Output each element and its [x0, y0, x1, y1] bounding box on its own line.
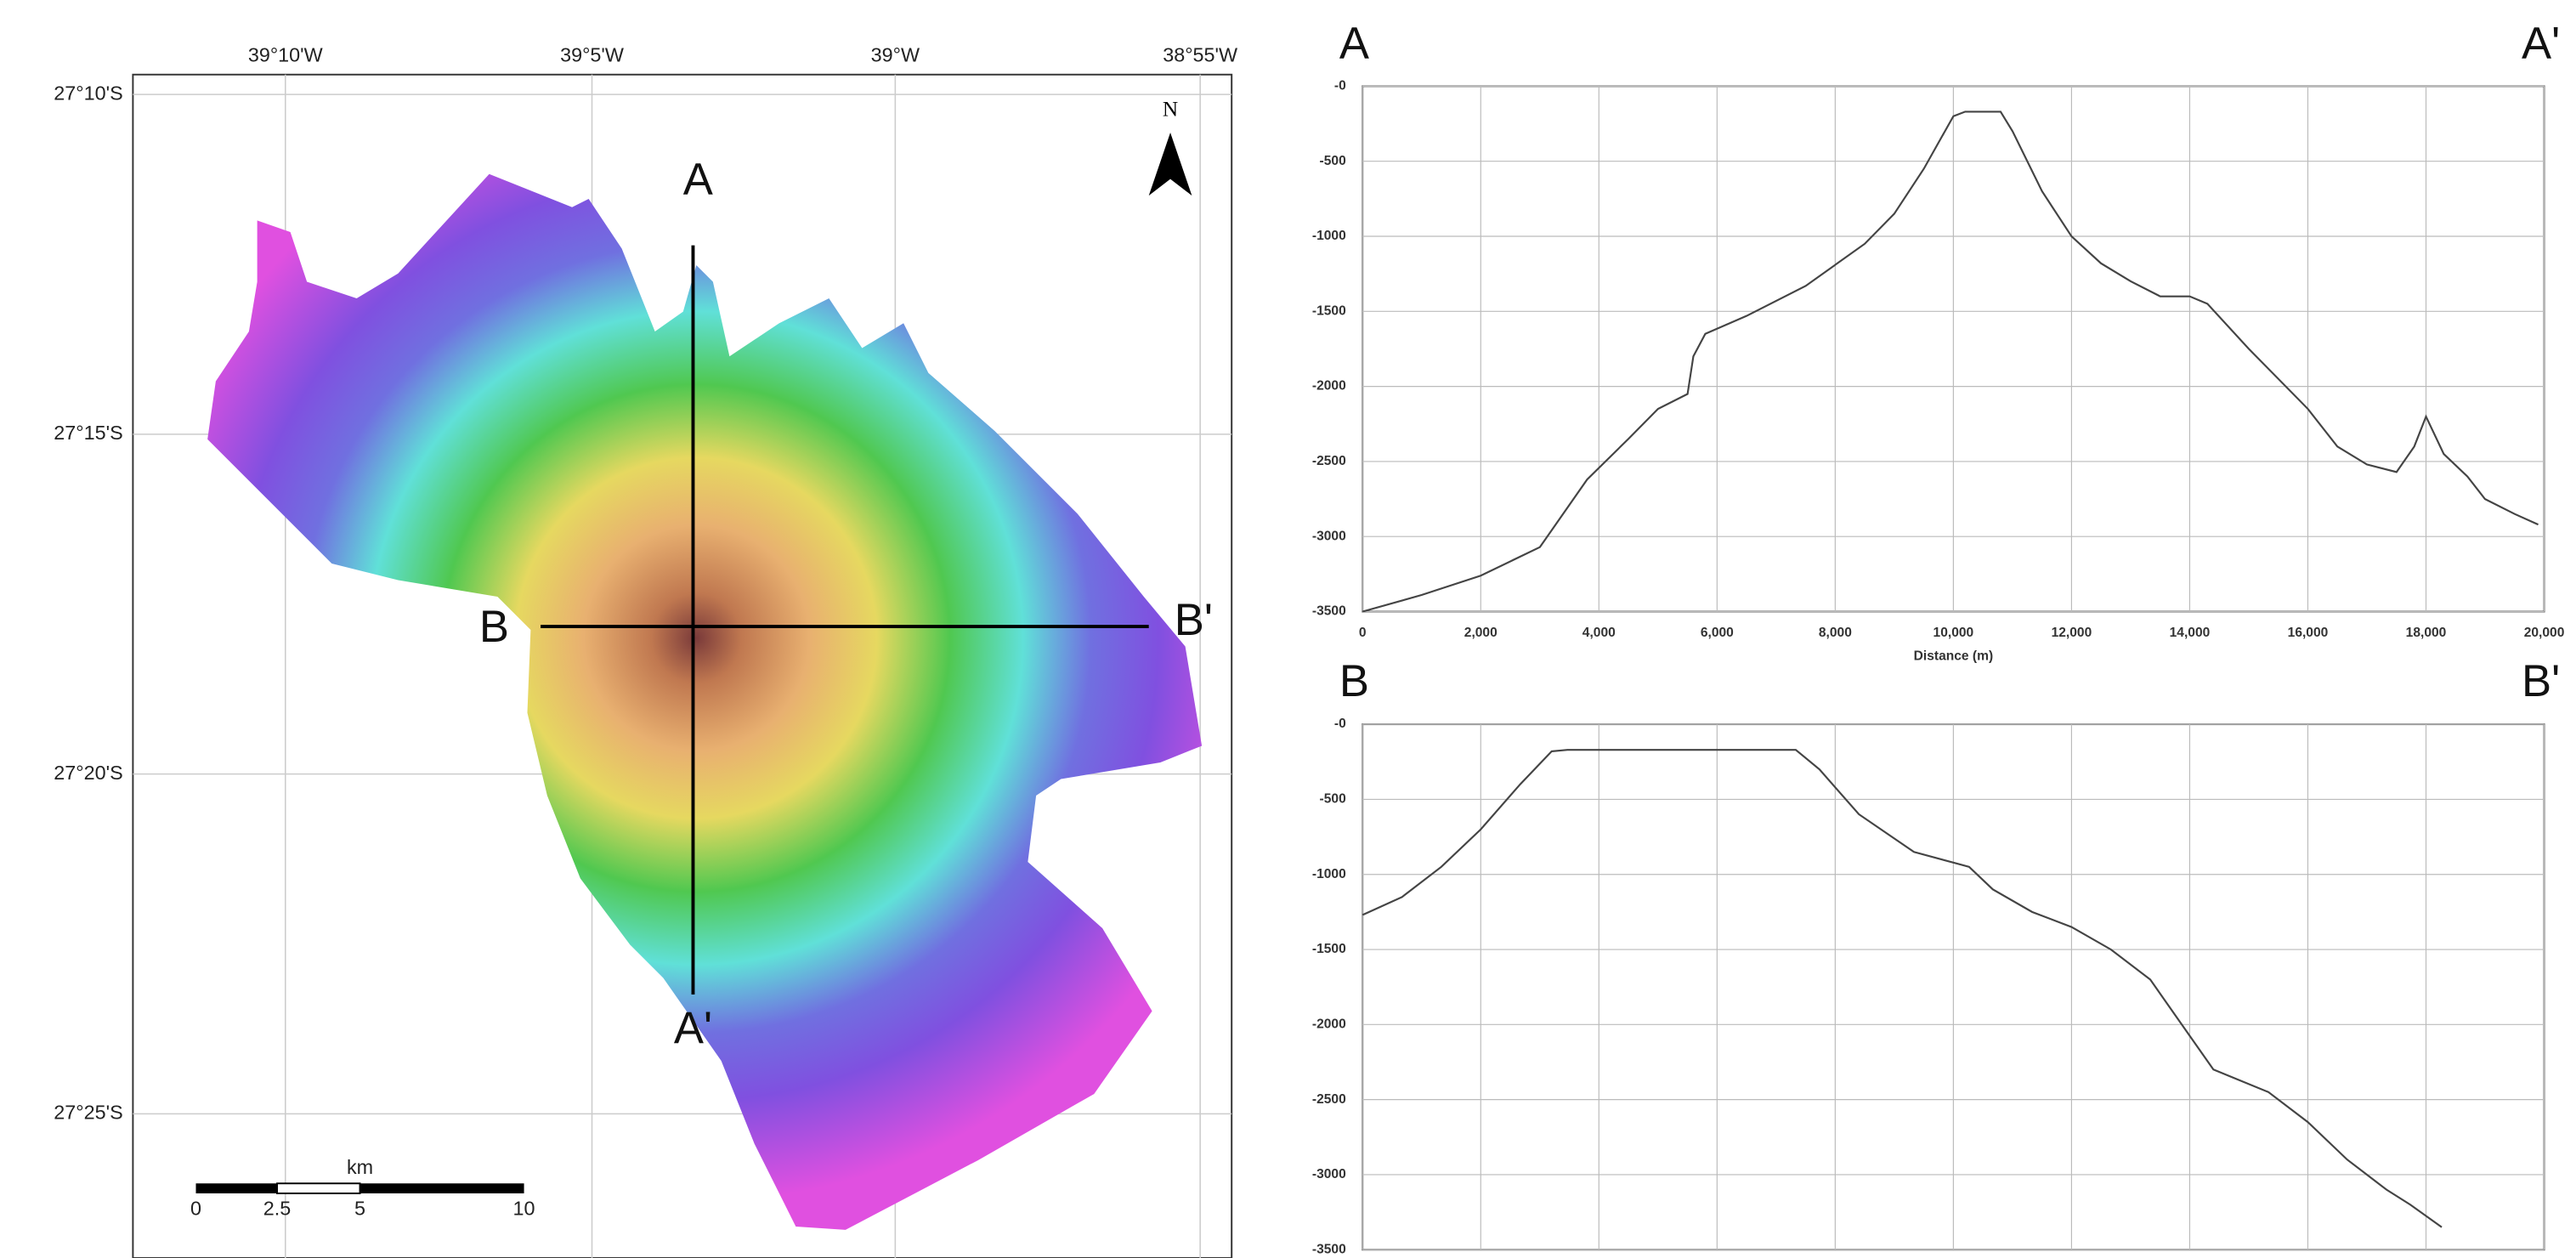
x-tick-label: 14,000	[2170, 626, 2211, 640]
scale-bar	[195, 1183, 277, 1193]
section-label: B'	[1175, 595, 1213, 645]
scale-bar	[277, 1183, 360, 1193]
lon-label: 39°10'W	[248, 43, 323, 65]
section-label: A	[683, 154, 713, 204]
x-tick-label: 12,000	[2052, 626, 2092, 640]
y-tick-label: -0	[1334, 79, 1346, 94]
y-tick-label: -2500	[1312, 1092, 1346, 1107]
section-label: B	[479, 602, 509, 652]
y-tick-label: -1000	[1312, 867, 1346, 881]
y-tick-label: -3500	[1312, 604, 1346, 619]
page: 39°10'W 39°5'W 39°W 38°55'W 27°10'S 27°1…	[0, 0, 2576, 1258]
scale-label: 0	[190, 1198, 201, 1220]
lat-label: 27°15'S	[54, 422, 122, 444]
y-tick-label: -1500	[1312, 942, 1346, 956]
y-tick-label: -3000	[1312, 1167, 1346, 1182]
y-tick-label: -0	[1334, 717, 1346, 731]
chart-title: B	[1339, 656, 1369, 706]
lat-label: 27°25'S	[54, 1102, 122, 1124]
section-label: A'	[674, 1003, 712, 1053]
x-axis-label: Distance (m)	[1914, 649, 1994, 663]
lon-label: 39°5'W	[560, 43, 624, 65]
y-tick-label: -3500	[1312, 1242, 1346, 1256]
x-tick-label: 0	[1359, 626, 1367, 640]
scale-unit: km	[347, 1156, 373, 1178]
lon-label: 39°W	[871, 43, 920, 65]
scale-label: 2.5	[263, 1198, 292, 1220]
x-tick-label: 16,000	[2288, 626, 2329, 640]
lat-label: 27°20'S	[54, 762, 122, 784]
y-tick-label: -2000	[1312, 379, 1346, 394]
north-label: N	[1163, 97, 1178, 121]
y-tick-label: -2500	[1312, 454, 1346, 468]
x-tick-label: 8,000	[1819, 626, 1852, 640]
y-tick-label: -3000	[1312, 529, 1346, 543]
y-tick-label: -500	[1320, 154, 1347, 168]
chart-end-label: B'	[2522, 656, 2560, 706]
scale-bar	[360, 1183, 524, 1193]
y-tick-label: -2000	[1312, 1017, 1346, 1031]
scale-label: 5	[354, 1198, 365, 1220]
x-tick-label: 2,000	[1464, 626, 1497, 640]
x-tick-label: 18,000	[2406, 626, 2447, 640]
lon-label: 38°55'W	[1163, 43, 1237, 65]
map: 39°10'W 39°5'W 39°W 38°55'W 27°10'S 27°1…	[54, 43, 1237, 1258]
y-tick-label: -1500	[1312, 303, 1346, 318]
x-tick-label: 10,000	[1933, 626, 1974, 640]
scale-label: 10	[513, 1198, 535, 1220]
x-tick-label: 4,000	[1582, 626, 1616, 640]
y-tick-label: -500	[1320, 792, 1347, 807]
x-tick-label: 20,000	[2524, 626, 2565, 640]
chart-end-label: A'	[2522, 19, 2560, 69]
lat-label: 27°10'S	[54, 82, 122, 104]
y-tick-label: -1000	[1312, 229, 1346, 243]
figure: 39°10'W 39°5'W 39°W 38°55'W 27°10'S 27°1…	[0, 0, 2576, 1258]
chart-title: A	[1339, 19, 1369, 69]
x-tick-label: 6,000	[1701, 626, 1734, 640]
